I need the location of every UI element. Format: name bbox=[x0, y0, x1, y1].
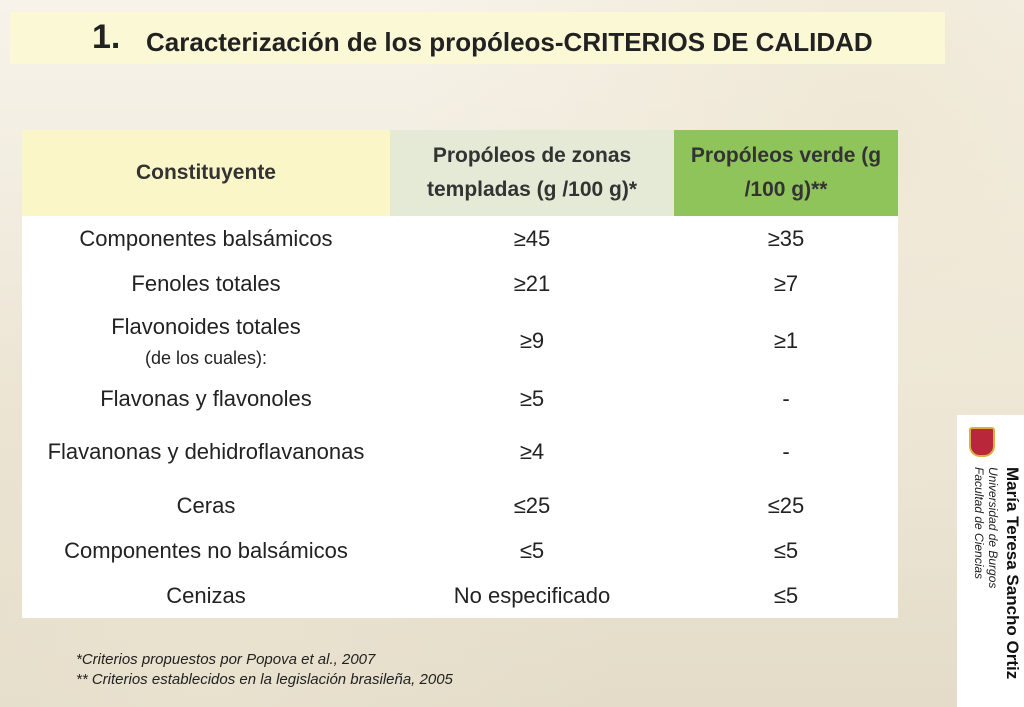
footnotes: *Criterios propuestos por Popova et al.,… bbox=[76, 650, 453, 690]
column-header: Constituyente bbox=[22, 130, 390, 216]
cell: Flavonoides totales (de los cuales): bbox=[22, 306, 390, 376]
title-number: 1. bbox=[92, 18, 121, 56]
table-row: Flavanonas y dehidroflavanonas ≥4- bbox=[22, 421, 898, 483]
constituent: Componentes balsámicos bbox=[79, 225, 333, 251]
cell: ≥7 bbox=[674, 261, 898, 306]
criteria-table: Constituyente Propóleos de zonas templad… bbox=[22, 130, 898, 618]
footnote: ** Criterios establecidos en la legislac… bbox=[76, 671, 453, 688]
header-row: Constituyente Propóleos de zonas templad… bbox=[22, 130, 898, 216]
constituent-note: (de los cuales): bbox=[144, 348, 268, 368]
constituent: Componentes no balsámicos bbox=[64, 537, 348, 563]
table-row: Componentes balsámicos ≥45 ≥35 bbox=[22, 216, 898, 261]
cell: ≥21 bbox=[390, 261, 674, 306]
footnote: *Criterios propuestos por Popova et al.,… bbox=[76, 651, 376, 668]
cell: Flavanonas y dehidroflavanonas bbox=[22, 421, 390, 483]
table-row: Flavonas y flavonoles ≥5- bbox=[22, 376, 898, 421]
cell: Cenizas bbox=[22, 573, 390, 618]
constituent: Flavanonas y dehidroflavanonas bbox=[47, 439, 365, 464]
cell: - bbox=[674, 376, 898, 421]
constituent: Flavonoides totales bbox=[111, 314, 301, 339]
constituent: Fenoles totales bbox=[131, 270, 281, 296]
cell: ≥45 bbox=[390, 216, 674, 261]
cell: ≥9 bbox=[390, 306, 674, 376]
author-panel: María Teresa Sancho Ortiz Universidad de… bbox=[957, 415, 1024, 707]
cell: ≤5 bbox=[674, 528, 898, 573]
cell: Flavonas y flavonoles bbox=[22, 376, 390, 421]
cell: Fenoles totales bbox=[22, 261, 390, 306]
table-body: Componentes balsámicos ≥45 ≥35 Fenoles tota… bbox=[22, 216, 898, 618]
cell: ≤25 bbox=[390, 483, 674, 528]
cell: Ceras bbox=[22, 483, 390, 528]
cell: ≥1 bbox=[674, 306, 898, 376]
constituent: Flavonas y flavonoles bbox=[100, 385, 312, 411]
table-row: Componentes no balsámicos ≤5 ≤5 bbox=[22, 528, 898, 573]
column-header: Propóleos de zonas templadas (g /100 g)* bbox=[390, 130, 674, 216]
constituent: Ceras bbox=[176, 492, 236, 518]
cell: Componentes no balsámicos bbox=[22, 528, 390, 573]
title-bar: 1. Caracterización de los propóleos-CRIT… bbox=[10, 12, 945, 64]
table-row: Ceras ≤25 ≤25 bbox=[22, 483, 898, 528]
cell: ≤5 bbox=[390, 528, 674, 573]
cell: ≥5 bbox=[390, 376, 674, 421]
table-row: Fenoles totales ≥21 ≥7 bbox=[22, 261, 898, 306]
constituent: Cenizas bbox=[166, 582, 246, 608]
cell: - bbox=[674, 421, 898, 483]
table-row: Flavonoides totales (de los cuales): ≥9 ≥1 bbox=[22, 306, 898, 376]
author-name: María Teresa Sancho Ortiz bbox=[1003, 467, 1022, 680]
university: Universidad de Burgos bbox=[986, 467, 1000, 589]
crest-icon bbox=[969, 427, 995, 457]
cell: No especificado bbox=[390, 573, 674, 618]
cell: ≤25 bbox=[674, 483, 898, 528]
table-row: Cenizas No especificado ≤5 bbox=[22, 573, 898, 618]
author-text: María Teresa Sancho Ortiz Universidad de… bbox=[957, 467, 1024, 707]
cell: ≤5 bbox=[674, 573, 898, 618]
cell: ≥35 bbox=[674, 216, 898, 261]
title: Caracterización de los propóleos-CRITERI… bbox=[146, 27, 873, 57]
cell: ≥4 bbox=[390, 421, 674, 483]
column-header: Propóleos verde (g /100 g)** bbox=[674, 130, 898, 216]
faculty: Facultad de Ciencias bbox=[972, 467, 986, 580]
cell: Componentes balsámicos bbox=[22, 216, 390, 261]
